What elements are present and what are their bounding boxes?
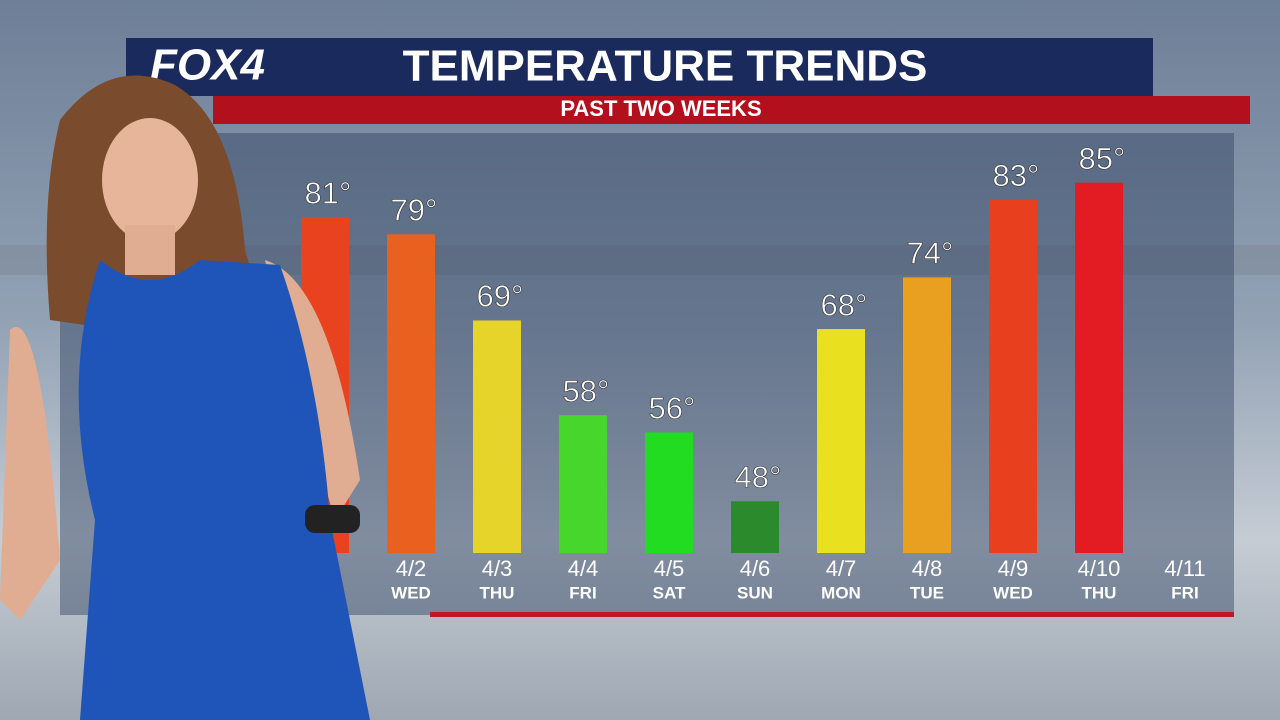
presenter bbox=[0, 75, 371, 720]
value-label: 58° bbox=[563, 373, 610, 408]
title: TEMPERATURE TRENDS bbox=[403, 42, 928, 91]
bar bbox=[989, 199, 1037, 554]
bar bbox=[559, 415, 607, 553]
day-label: FRI bbox=[569, 583, 596, 602]
bar bbox=[1075, 182, 1123, 553]
x-tick-label: 4/7 bbox=[826, 556, 857, 581]
subtitle: PAST TWO WEEKS bbox=[560, 96, 761, 121]
x-tick-label: 4/11 bbox=[1164, 556, 1205, 581]
value-label: 85° bbox=[1079, 141, 1126, 176]
bar bbox=[731, 501, 779, 553]
bar bbox=[817, 329, 865, 553]
day-label: THU bbox=[1082, 583, 1117, 602]
value-label: 56° bbox=[649, 391, 696, 426]
panel-accent bbox=[430, 612, 1234, 617]
value-label: 68° bbox=[821, 287, 868, 322]
bar bbox=[473, 320, 521, 553]
arm bbox=[0, 326, 60, 620]
dress bbox=[78, 260, 371, 720]
value-label: 74° bbox=[907, 236, 954, 271]
value-label: 69° bbox=[477, 279, 524, 314]
x-tick-label: 4/5 bbox=[654, 556, 685, 581]
neck bbox=[125, 225, 175, 275]
logo: FOX4 bbox=[150, 41, 265, 90]
x-tick-label: 4/4 bbox=[568, 556, 599, 581]
day-label: TUE bbox=[910, 583, 944, 602]
x-tick-label: 4/3 bbox=[482, 556, 513, 581]
clicker bbox=[305, 505, 360, 533]
bars: 81° 79° 4/2 WED 69° 4/3 THU 58° 4/4 FRI 56° 4/5 SAT 4… bbox=[301, 141, 1206, 602]
value-label: 81° bbox=[305, 175, 352, 210]
x-tick-label: 4/8 bbox=[912, 556, 943, 581]
face bbox=[102, 118, 198, 242]
bar bbox=[387, 234, 435, 554]
subtitle-bar bbox=[213, 96, 1250, 124]
value-label: 48° bbox=[735, 460, 782, 495]
x-tick-label: 4/10 bbox=[1078, 556, 1121, 581]
bar bbox=[645, 432, 693, 553]
day-label: FRI bbox=[1171, 583, 1198, 602]
value-label: 79° bbox=[391, 193, 438, 228]
day-label: SUN bbox=[737, 583, 773, 602]
x-tick-label: 4/9 bbox=[998, 556, 1029, 581]
x-tick-label: 4/6 bbox=[740, 556, 771, 581]
title-bar bbox=[126, 38, 1153, 96]
value-label: 83° bbox=[993, 158, 1040, 193]
bar bbox=[903, 277, 951, 553]
x-tick-label: 4/2 bbox=[396, 556, 427, 581]
day-label: WED bbox=[993, 583, 1033, 602]
day-label: MON bbox=[821, 583, 861, 602]
day-label: THU bbox=[480, 583, 515, 602]
day-label: WED bbox=[391, 583, 431, 602]
day-label: SAT bbox=[653, 583, 686, 602]
